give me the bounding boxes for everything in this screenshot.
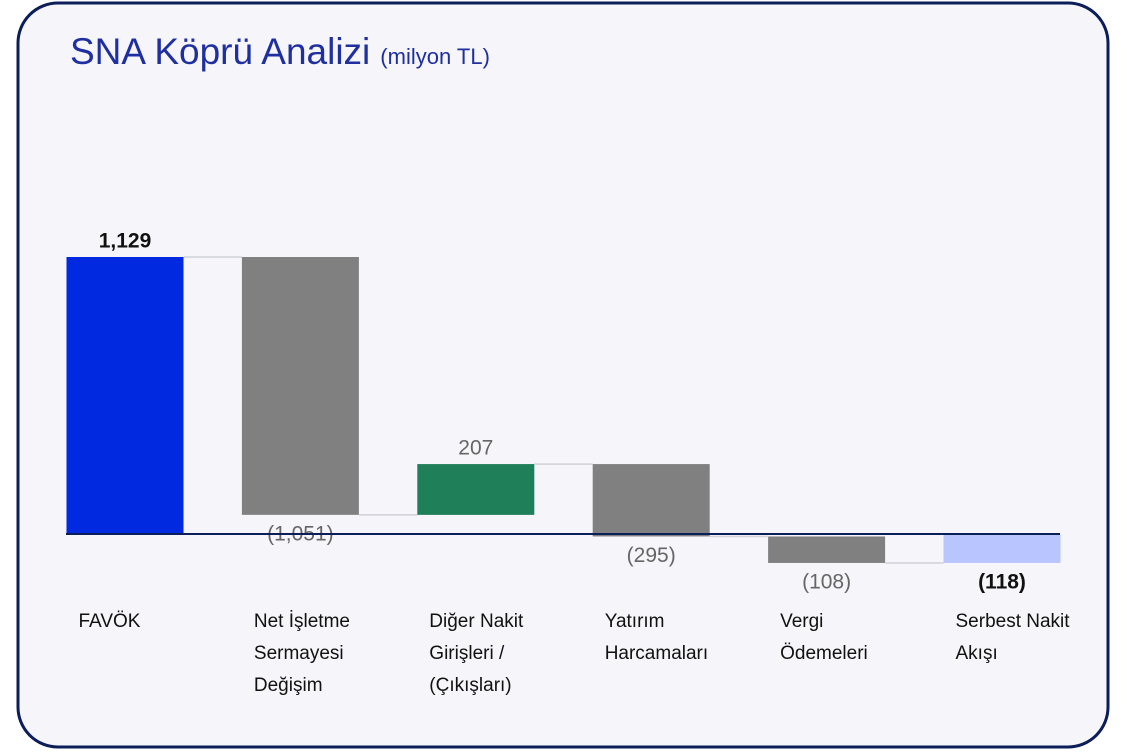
bar (768, 536, 886, 563)
bar (943, 534, 1061, 563)
category-label: Yatırım Harcamaları (604, 611, 709, 664)
category-label: Diğer Nakit Girişleri / (Çıkışları) (429, 611, 524, 696)
value-label: (118) (978, 570, 1026, 593)
value-label: 1,129 (99, 230, 152, 253)
value-label: (295) (627, 544, 676, 567)
value-label: 207 (458, 437, 493, 460)
value-label: (108) (802, 570, 851, 593)
category-label: Vergi Ödemeleri (780, 611, 868, 664)
category-label: Serbest Nakit Akışı (955, 611, 1070, 664)
bar (417, 464, 535, 515)
bar (592, 464, 710, 537)
bar (66, 257, 184, 534)
chart-title: SNA Köprü Analizi (milyon TL) (70, 31, 490, 72)
category-label: Net İşletme Sermayesi Değişim (253, 611, 350, 696)
subtitle: (milyon TL) (380, 44, 490, 69)
category-label: FAVÖK (78, 611, 141, 632)
bar (241, 257, 359, 515)
title: SNA Köprü Analizi (70, 31, 370, 72)
